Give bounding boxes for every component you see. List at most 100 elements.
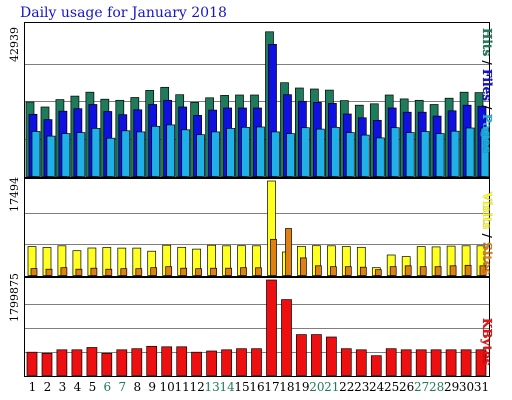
- pages-bar: [151, 125, 161, 177]
- kbytes-bar: [460, 349, 472, 376]
- x-tick-label: 28: [429, 380, 444, 394]
- x-tick-label: 15: [234, 380, 249, 394]
- pages-bar: [106, 137, 116, 177]
- kbytes-bar: [251, 348, 262, 376]
- sites-bar: [135, 268, 143, 276]
- kbytes-bar: [340, 348, 352, 376]
- x-tick-label: 8: [133, 380, 141, 394]
- x-tick-label: 11: [175, 380, 190, 394]
- sites-bar: [150, 267, 158, 276]
- kbytes-bar: [415, 349, 427, 376]
- x-tick-label: 22: [339, 380, 354, 394]
- x-tick-label: 16: [249, 380, 264, 394]
- pages-bar: [76, 132, 86, 177]
- kbytes-bar: [86, 347, 98, 376]
- chart-title: Daily usage for January 2018: [20, 5, 227, 21]
- kbytes-bar: [400, 349, 412, 376]
- kbytes-bar: [71, 349, 83, 376]
- kbytes-bar: [41, 352, 53, 376]
- x-tick-label: 10: [160, 380, 175, 394]
- sites-bar: [449, 265, 457, 276]
- legend-hits: Hits: [480, 28, 494, 57]
- hits-files-pages-legend: Hits / Files / Pages: [480, 28, 494, 153]
- pages-bar: [241, 126, 250, 177]
- sites-bar: [359, 266, 367, 276]
- x-tick-label: 17: [264, 380, 279, 394]
- kbytes-bar: [370, 355, 382, 376]
- sites-bar: [344, 266, 352, 276]
- sites-bar: [210, 267, 217, 276]
- kbytes-bar: [445, 349, 457, 376]
- pages-bar: [301, 127, 310, 177]
- sites-bar: [240, 267, 247, 276]
- sites-bar: [195, 268, 202, 276]
- legend-kbytes: KBytes: [480, 318, 494, 366]
- sites-bar: [30, 268, 38, 276]
- kbytes-legend: KBytes: [480, 318, 494, 365]
- x-tick-label: 5: [89, 380, 97, 394]
- sites-bar: [90, 267, 98, 276]
- pages-bar: [166, 124, 176, 177]
- kbytes-bar: [475, 349, 487, 376]
- pages-bar: [61, 133, 71, 177]
- sites-bar: [479, 265, 487, 276]
- kbytes-bar: [206, 350, 217, 376]
- sites-bar: [45, 268, 53, 276]
- x-tick-label: 2: [44, 380, 52, 394]
- kbytes-bar: [131, 348, 143, 376]
- x-tick-label: 12: [189, 380, 204, 394]
- sites-bar: [389, 266, 397, 276]
- visits-sites-legend: Visits / Sites: [480, 192, 494, 275]
- x-tick-label: 21: [324, 380, 339, 394]
- sites-bar: [374, 269, 382, 276]
- x-tick-label: 19: [294, 380, 309, 394]
- kbytes-bar: [266, 279, 277, 376]
- pages-bar: [360, 134, 370, 177]
- x-tick-label: 31: [474, 380, 489, 394]
- kbytes-plot: [25, 279, 489, 376]
- pages-bar: [211, 131, 220, 177]
- sites-bar: [105, 268, 113, 276]
- x-tick-label: 26: [399, 380, 414, 394]
- sites-bar: [315, 265, 322, 276]
- hits-files-pages-panel: [24, 22, 490, 178]
- sites-bar: [434, 266, 442, 276]
- sites-bar: [464, 264, 472, 276]
- legend-pages: Pages: [480, 113, 494, 153]
- sites-bar: [225, 267, 232, 276]
- pages-bar: [91, 128, 101, 177]
- pages-bar: [465, 127, 475, 177]
- sites-bar: [255, 267, 262, 276]
- sites-bar: [285, 228, 292, 276]
- kbytes-bar: [236, 348, 247, 376]
- legend-visits: Visits: [480, 192, 494, 230]
- pages-bar: [226, 128, 235, 177]
- pages-bar: [435, 133, 445, 177]
- legend-files: Files: [480, 68, 494, 101]
- legend-sites: Sites: [480, 242, 494, 276]
- pages-bar: [331, 126, 340, 177]
- sites-bar: [180, 267, 188, 276]
- pages-bar: [121, 130, 131, 177]
- kbytes-bar: [296, 334, 307, 376]
- kbytes-bar: [430, 349, 442, 376]
- x-tick-label: 27: [414, 380, 429, 394]
- x-tick-label: 7: [118, 380, 126, 394]
- pages-bar: [196, 134, 205, 177]
- x-tick-label: 9: [148, 380, 156, 394]
- sites-bar: [165, 266, 173, 276]
- kbytes-bar: [385, 348, 397, 376]
- sites-bar: [330, 266, 337, 276]
- kbytes-bar: [116, 349, 128, 376]
- sites-bar: [60, 267, 68, 276]
- kbytes-bar: [221, 349, 232, 376]
- kbytes-bar: [101, 352, 113, 376]
- kbytes-bar: [176, 346, 188, 376]
- kbytes-bar: [326, 336, 337, 376]
- kbytes-bar: [56, 349, 68, 376]
- pages-bar: [316, 128, 325, 177]
- visits-sites-panel: [24, 178, 490, 277]
- pages-bar: [375, 137, 385, 177]
- pages-bar: [405, 132, 415, 177]
